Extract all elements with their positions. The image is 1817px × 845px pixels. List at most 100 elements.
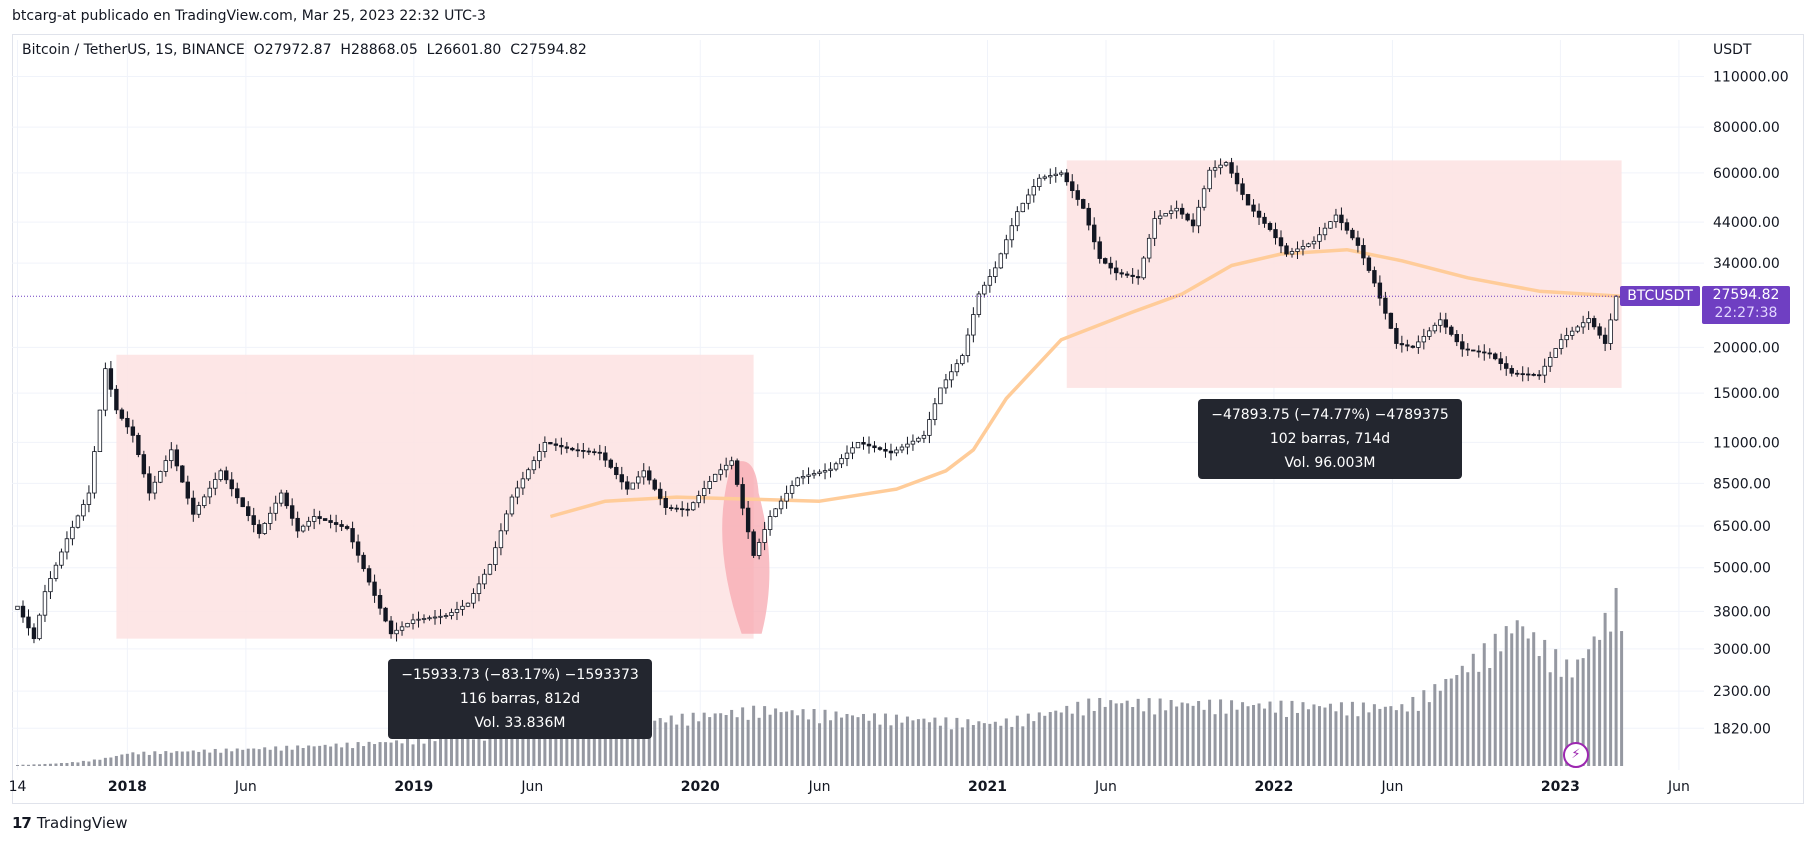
candle-body xyxy=(1487,352,1492,355)
price-axis-ticks: 110000.00 80000.00 60000.00 44000.00 34000.0… xyxy=(1713,70,1789,738)
volume-bar xyxy=(1241,702,1245,766)
candle-body xyxy=(833,463,839,470)
candle-body xyxy=(1383,297,1388,314)
measure-bars: 116 barras, 812d xyxy=(459,691,581,707)
candle-body xyxy=(158,471,163,483)
candle-body xyxy=(130,426,136,436)
volume-bar xyxy=(861,713,865,766)
candle-body xyxy=(998,253,1004,269)
volume-bar xyxy=(1054,710,1058,766)
candle-body xyxy=(97,409,103,452)
candle-body xyxy=(899,446,905,451)
candle-body xyxy=(1185,213,1190,221)
volume-bar xyxy=(32,764,36,766)
candle-body xyxy=(1212,167,1218,171)
volume-bar xyxy=(1411,696,1415,766)
volume-bar xyxy=(345,742,349,766)
candle-body xyxy=(1262,216,1267,224)
volume-bar xyxy=(554,734,558,766)
candle-body xyxy=(1026,194,1031,204)
volume-bar xyxy=(98,759,102,766)
volume-bar xyxy=(449,737,453,766)
candle-body xyxy=(1438,319,1443,326)
time-tick: 2023 xyxy=(1541,779,1580,795)
price-tick: 80000.00 xyxy=(1713,120,1780,136)
volume-bar xyxy=(37,764,41,766)
high-value: 28868.05 xyxy=(350,42,418,58)
volume-bar xyxy=(883,713,887,766)
lightning-icon[interactable]: ⚡ xyxy=(1563,742,1589,768)
volume-bar xyxy=(686,725,690,766)
time-tick: Jun xyxy=(1094,779,1117,795)
volume-bar xyxy=(691,712,695,766)
candle-body xyxy=(196,505,201,515)
volume-bar xyxy=(752,705,756,766)
volume-bar xyxy=(927,722,931,766)
volume-bar xyxy=(933,717,937,766)
candle-body xyxy=(894,449,899,454)
candle-body xyxy=(81,504,86,517)
candle-body xyxy=(1575,326,1580,332)
candle-body xyxy=(207,487,212,498)
volume-bar xyxy=(1499,651,1503,766)
volume-bar xyxy=(1614,587,1618,766)
volume-bar xyxy=(362,746,366,766)
candle-body xyxy=(1031,186,1036,196)
candle-body xyxy=(1020,202,1026,213)
candle-body xyxy=(690,502,696,511)
volume-bar xyxy=(1504,626,1508,766)
tradingview-logo[interactable]: 17 TradingView xyxy=(12,814,128,832)
candle-body xyxy=(701,488,707,496)
volume-bar xyxy=(433,741,437,766)
candle-body xyxy=(322,518,328,521)
candle-body xyxy=(872,445,877,449)
volume-bar xyxy=(1455,675,1459,766)
candle-body xyxy=(1405,344,1410,347)
volume-bar xyxy=(1389,706,1393,766)
chart-frame[interactable] xyxy=(12,34,1804,804)
candle-body xyxy=(1547,357,1553,367)
volume-bars xyxy=(15,587,1624,766)
candle-body xyxy=(289,505,295,519)
candle-body xyxy=(625,481,630,490)
volume-bar xyxy=(356,742,360,766)
volume-bar xyxy=(1246,706,1250,766)
volume-bar xyxy=(334,743,338,766)
candle-body xyxy=(663,497,668,508)
volume-bar xyxy=(1059,712,1063,766)
candle-body xyxy=(119,409,125,419)
volume-bar xyxy=(482,740,486,766)
volume-bar xyxy=(526,729,530,766)
volume-bar xyxy=(768,714,772,766)
candle-body xyxy=(284,492,289,507)
volume-bar xyxy=(1466,672,1470,766)
candle-body xyxy=(1454,334,1459,343)
currency-label[interactable]: USDT xyxy=(1713,42,1752,58)
candle-body xyxy=(921,434,927,439)
candle-body xyxy=(619,474,624,483)
candle-body xyxy=(1234,172,1240,185)
candle-body xyxy=(476,583,482,594)
candle-body xyxy=(224,470,229,481)
volume-bar xyxy=(274,746,278,766)
candle-body xyxy=(1531,373,1536,376)
volume-bar xyxy=(900,722,904,766)
candle-body xyxy=(26,616,31,629)
volume-bar xyxy=(384,742,388,766)
volume-bar xyxy=(1356,716,1360,766)
volume-bar xyxy=(1416,710,1420,766)
volume-bar xyxy=(944,717,948,766)
volume-bar xyxy=(741,707,745,766)
volume-bar xyxy=(1114,703,1118,766)
volume-bar xyxy=(54,763,58,766)
volume-bar xyxy=(1334,711,1338,766)
volume-bar xyxy=(1252,705,1256,766)
symbol-title[interactable]: Bitcoin / TetherUS, 1S, BINANCE xyxy=(22,42,245,58)
volume-bar xyxy=(312,746,316,766)
volume-bar xyxy=(790,710,794,766)
candle-body xyxy=(141,454,147,475)
volume-bar xyxy=(1186,703,1190,766)
volume-bar xyxy=(1015,715,1019,766)
volume-bar xyxy=(867,720,871,766)
